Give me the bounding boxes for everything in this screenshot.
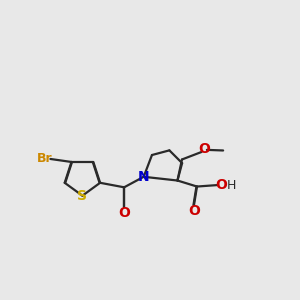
Text: O: O xyxy=(199,142,210,156)
Text: O: O xyxy=(118,206,130,220)
Text: S: S xyxy=(77,189,87,203)
Text: Br: Br xyxy=(37,152,52,166)
Text: O: O xyxy=(216,178,228,192)
Text: H: H xyxy=(227,178,236,191)
Text: N: N xyxy=(138,170,149,184)
Text: O: O xyxy=(188,204,200,218)
